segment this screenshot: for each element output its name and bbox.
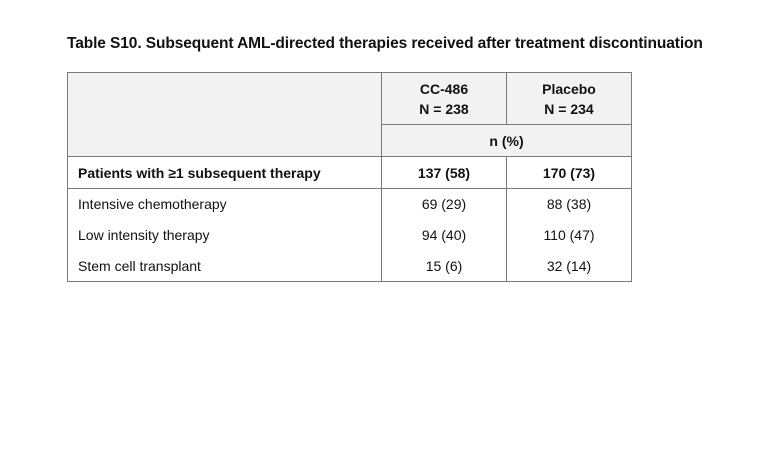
- table-title: Table S10. Subsequent AML-directed thera…: [67, 35, 703, 52]
- table-header-row: CC-486 N = 238 Placebo N = 234: [67, 72, 632, 157]
- column-name: CC-486: [419, 80, 469, 97]
- cell-value: 69 (29): [381, 188, 507, 220]
- table-row: Intensive chemotherapy 69 (29) 88 (38): [67, 188, 632, 220]
- header-empty-cell: [67, 72, 382, 157]
- column-n: N = 238: [419, 100, 469, 117]
- cell-value: 137 (58): [381, 156, 507, 189]
- column-header-cc486: CC-486 N = 238: [381, 72, 507, 125]
- row-label: Patients with ≥1 subsequent therapy: [67, 156, 382, 189]
- cell-value: 32 (14): [506, 250, 632, 282]
- therapies-table: CC-486 N = 238 Placebo N = 234 n (%) Pat…: [67, 72, 632, 282]
- unit-row: n (%): [68, 124, 632, 157]
- row-label: Stem cell transplant: [67, 250, 382, 282]
- column-name: Placebo: [542, 80, 596, 97]
- column-header-placebo: Placebo N = 234: [506, 72, 632, 125]
- cell-value: 94 (40): [381, 219, 507, 251]
- summary-row: Patients with ≥1 subsequent therapy 137 …: [67, 156, 632, 189]
- cell-value: 170 (73): [506, 156, 632, 189]
- row-label: Low intensity therapy: [67, 219, 382, 251]
- row-label: Intensive chemotherapy: [67, 188, 382, 220]
- cell-value: 15 (6): [381, 250, 507, 282]
- cell-value: 88 (38): [506, 188, 632, 220]
- column-n: N = 234: [544, 100, 594, 117]
- cell-value: 110 (47): [506, 219, 632, 251]
- table-row: Low intensity therapy 94 (40) 110 (47): [67, 219, 632, 251]
- table-row: Stem cell transplant 15 (6) 32 (14): [67, 250, 632, 282]
- unit-label: n (%): [381, 124, 632, 157]
